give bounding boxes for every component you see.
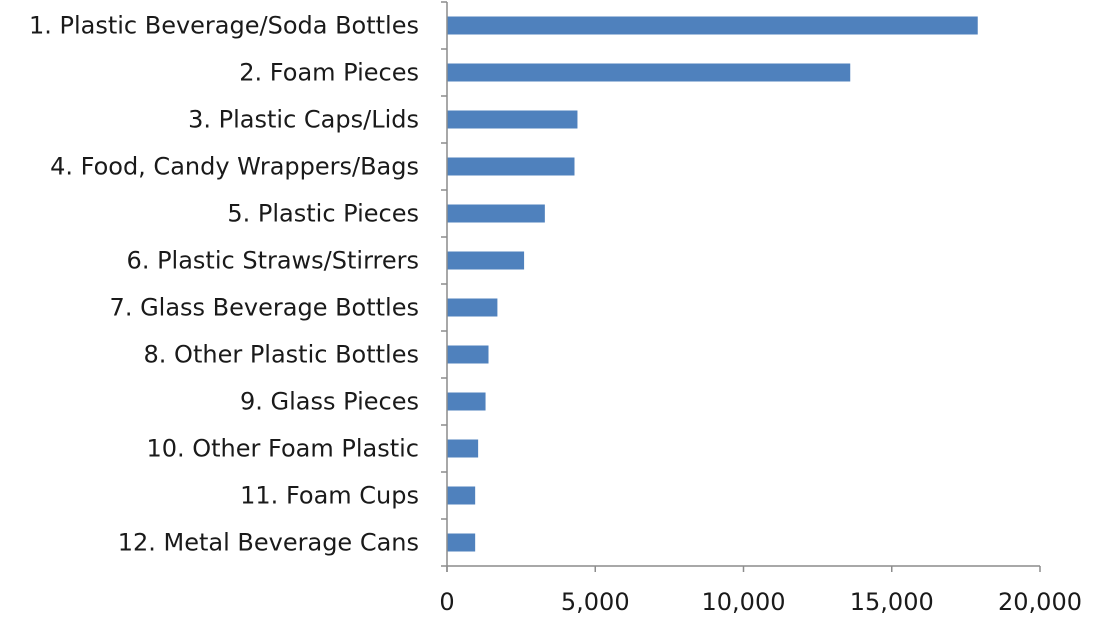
bar-8 [447, 345, 489, 364]
x-tick-label-1: 0 [439, 588, 454, 616]
category-label-8: 8. Other Plastic Bottles [144, 341, 419, 369]
x-tick-label-4: 15,000 [850, 588, 934, 616]
bar-12 [447, 533, 476, 552]
bar-5 [447, 204, 545, 223]
category-label-5: 5. Plastic Pieces [227, 200, 419, 228]
category-label-2: 2. Foam Pieces [239, 59, 419, 87]
bar-9 [447, 392, 486, 411]
bar-2 [447, 63, 851, 82]
category-label-10: 10. Other Foam Plastic [146, 435, 419, 463]
category-label-4: 4. Food, Candy Wrappers/Bags [50, 153, 419, 181]
category-label-12: 12. Metal Beverage Cans [118, 529, 419, 557]
bar-11 [447, 486, 476, 505]
category-label-9: 9. Glass Pieces [240, 388, 419, 416]
x-tick-label-5: 20,000 [998, 588, 1082, 616]
category-labels-layer: 1. Plastic Beverage/Soda Bottles 2. Foam … [29, 12, 419, 557]
category-label-7: 7. Glass Beverage Bottles [110, 294, 419, 322]
bar-4 [447, 157, 575, 176]
axes-layer [441, 1, 1040, 572]
bar-10 [447, 439, 479, 458]
bar-1 [447, 16, 978, 35]
bar-3 [447, 110, 578, 129]
bar-6 [447, 251, 525, 270]
x-tick-label-2: 5,000 [561, 588, 630, 616]
category-label-1: 1. Plastic Beverage/Soda Bottles [29, 12, 419, 40]
bars-layer [447, 16, 978, 552]
x-ticks-layer: 0 5,000 10,000 15,000 20,000 [439, 566, 1082, 616]
category-label-6: 6. Plastic Straws/Stirrers [127, 247, 419, 275]
bar-7 [447, 298, 498, 317]
x-tick-label-3: 10,000 [702, 588, 786, 616]
category-label-3: 3. Plastic Caps/Lids [188, 106, 419, 134]
category-label-11: 11. Foam Cups [240, 482, 419, 510]
